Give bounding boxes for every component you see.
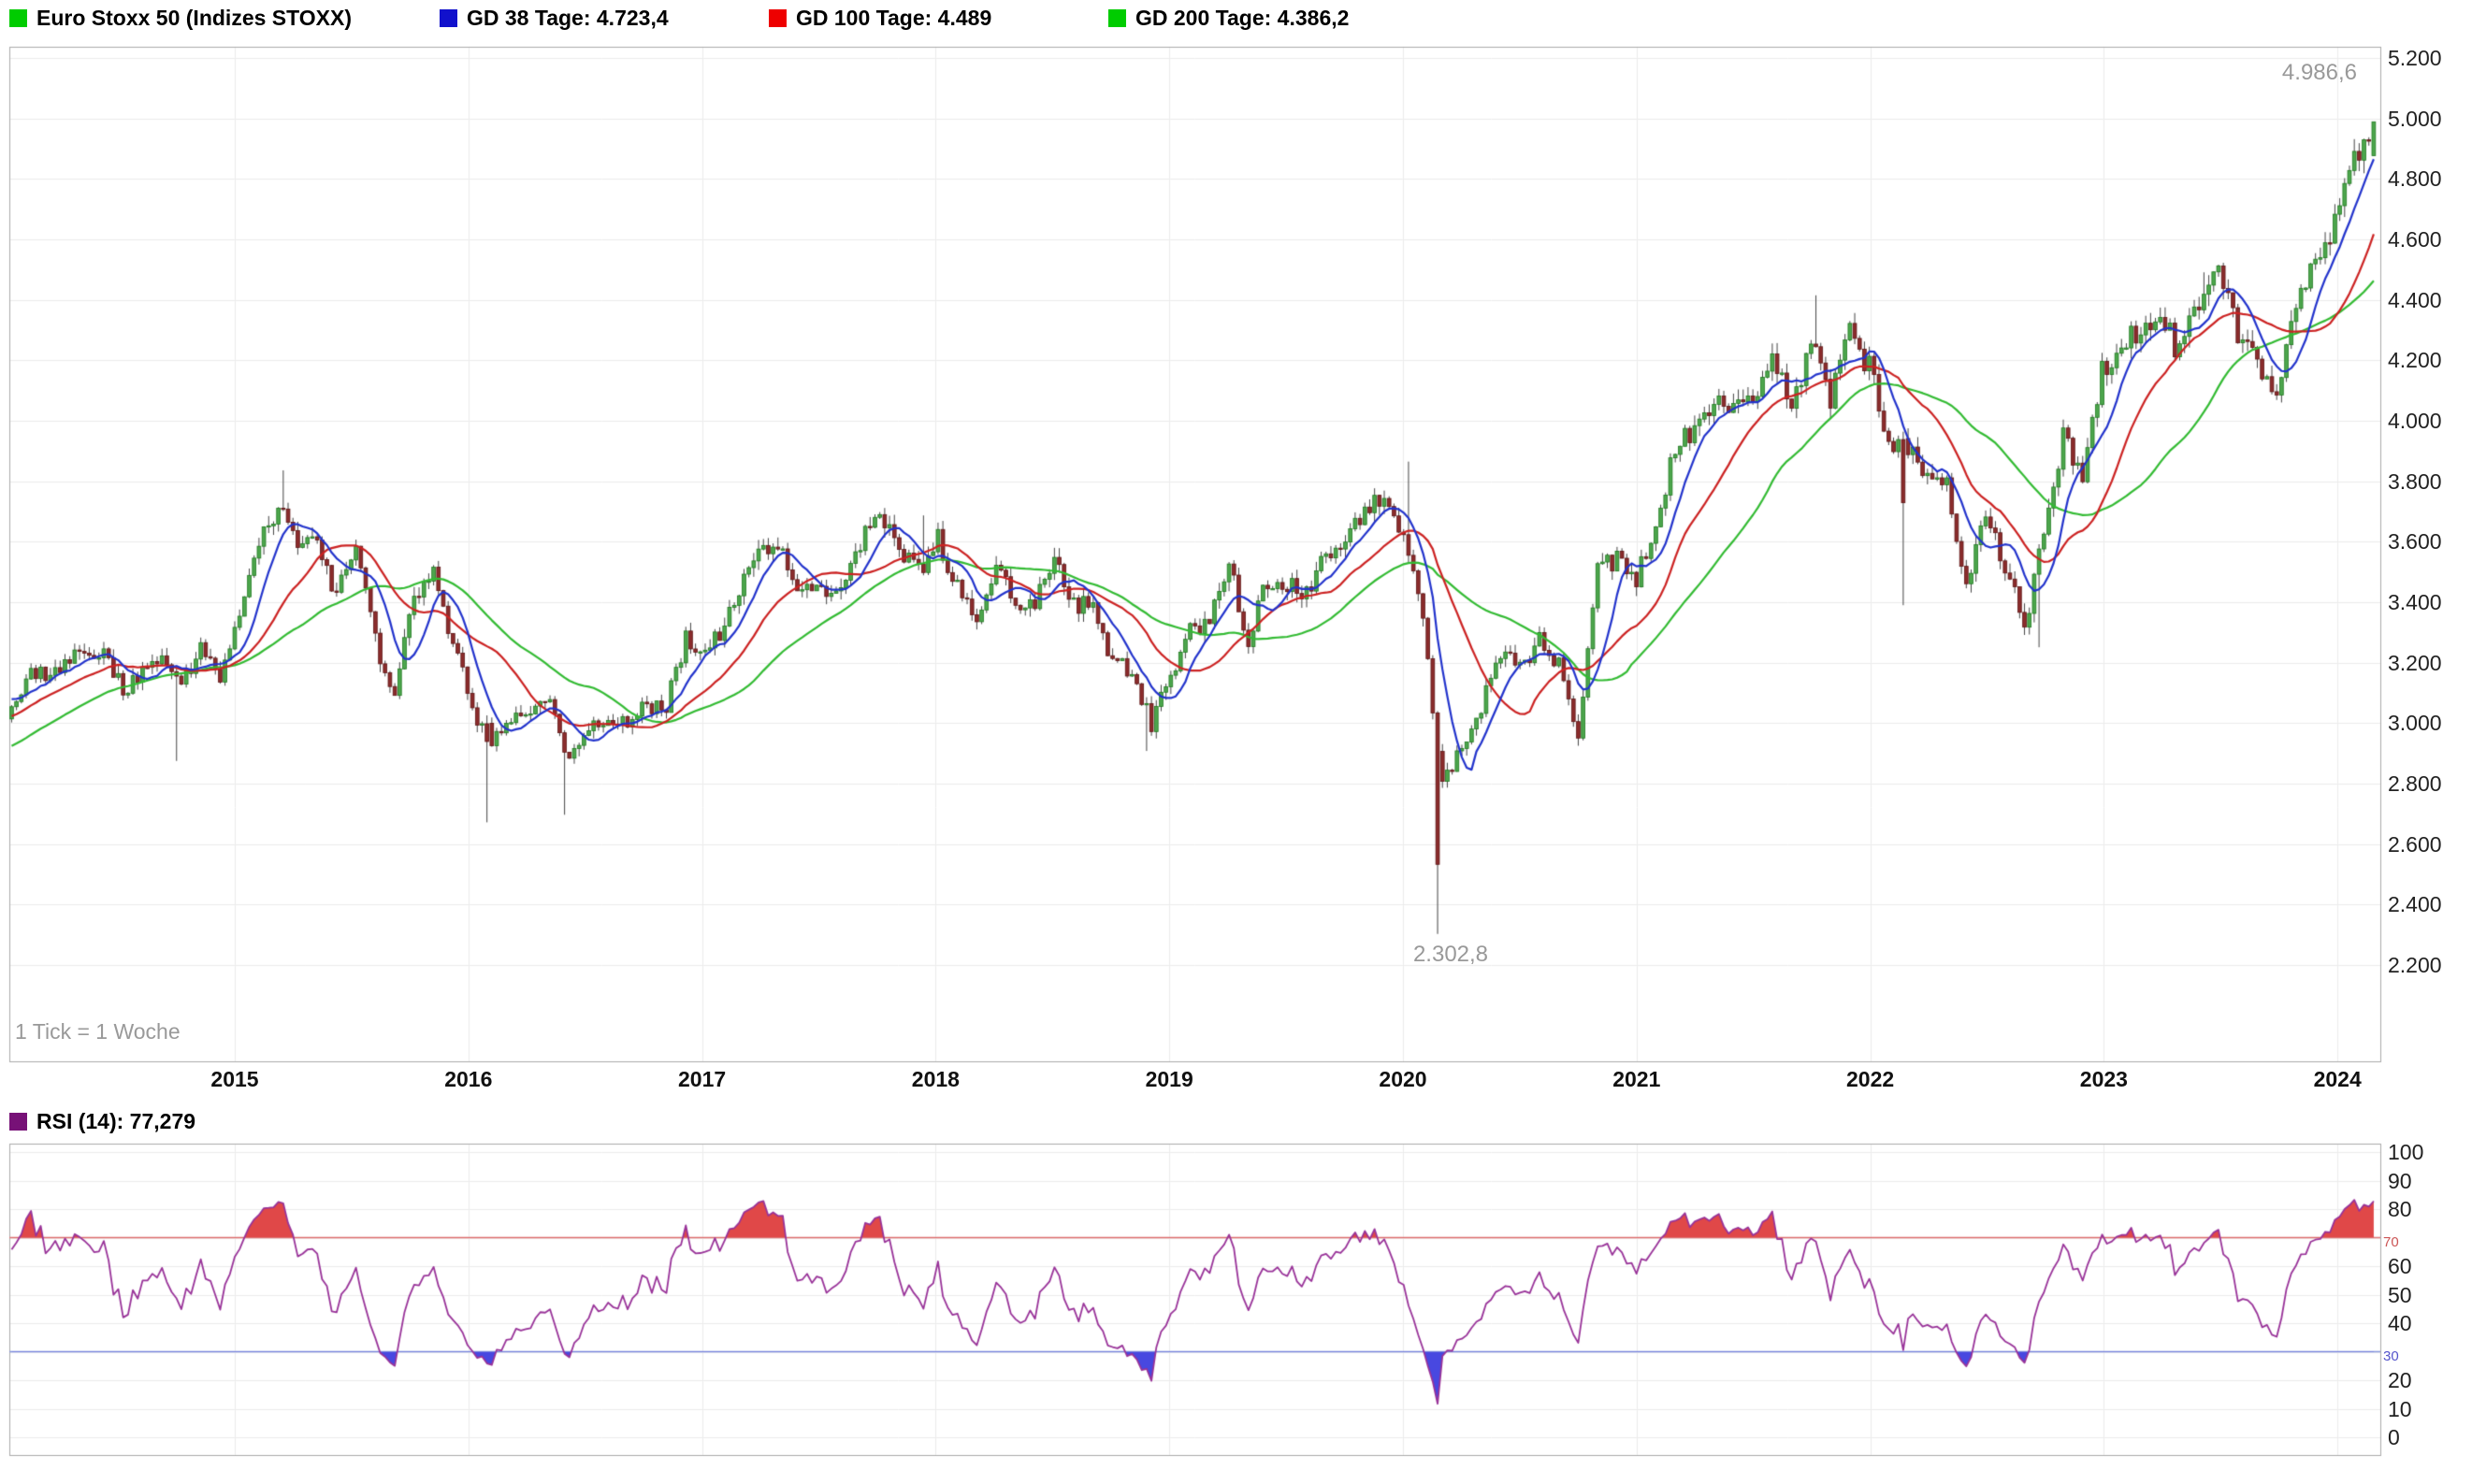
price-axis-label: 4.200 <box>2388 348 2442 373</box>
rsi-axis-label: 80 <box>2388 1197 2412 1221</box>
year-axis-label: 2018 <box>911 1067 960 1091</box>
gd200-label: GD 200 Tage: 4.386,2 <box>1135 6 1350 30</box>
price-axis-label: 3.800 <box>2388 468 2442 494</box>
price-axis-label: 4.000 <box>2388 409 2442 433</box>
gd100-label: GD 100 Tage: 4.489 <box>796 6 992 30</box>
gd200-swatch-icon <box>1108 9 1126 27</box>
price-axis-label: 3.000 <box>2388 711 2442 736</box>
price-axis-label: 3.200 <box>2388 650 2442 675</box>
year-axis-label: 2016 <box>444 1067 493 1091</box>
rsi-axis-label: 100 <box>2388 1140 2424 1164</box>
gd100-swatch-icon <box>769 9 787 27</box>
rsi-legend-item: RSI (14): 77,279 <box>9 1109 195 1134</box>
rsi-axis-label: 50 <box>2388 1282 2412 1307</box>
price-axis-label: 4.400 <box>2388 287 2442 312</box>
high-annotation: 4.986,6 <box>2281 60 2357 85</box>
year-axis-label: 2024 <box>2313 1067 2362 1091</box>
rsi-oversold-label: 30 <box>2383 1347 2399 1364</box>
price-axis-label: 2.600 <box>2388 831 2442 857</box>
rsi-swatch-icon <box>9 1113 27 1131</box>
price-axis-label: 5.200 <box>2388 46 2442 70</box>
price-axis-label: 2.400 <box>2388 892 2442 917</box>
price-axis-label: 4.800 <box>2388 166 2442 192</box>
price-axis-label: 3.400 <box>2388 590 2442 614</box>
rsi-axis-label: 20 <box>2388 1368 2412 1392</box>
year-axis-label: 2019 <box>1145 1067 1193 1091</box>
rsi-label: RSI (14): 77,279 <box>36 1109 196 1133</box>
year-axis-label: 2017 <box>678 1067 727 1091</box>
legend-item-price-series: Euro Stoxx 50 (Indizes STOXX) <box>9 6 352 31</box>
price-axis-label: 4.600 <box>2388 227 2442 252</box>
year-axis-label: 2021 <box>1612 1067 1661 1091</box>
rsi-axis-label: 40 <box>2388 1311 2412 1335</box>
year-axis-label: 2023 <box>2079 1067 2128 1091</box>
year-axis-label: 2015 <box>210 1067 259 1091</box>
rsi-overbought-label: 70 <box>2383 1233 2399 1250</box>
year-axis-label: 2022 <box>1846 1067 1895 1091</box>
price-axis-label: 2.800 <box>2388 771 2442 796</box>
gd38-label: GD 38 Tage: 4.723,4 <box>467 6 669 30</box>
gd38-swatch-icon <box>440 9 457 27</box>
price-axis-label: 5.000 <box>2388 106 2442 131</box>
price-axis-label: 2.200 <box>2388 953 2442 977</box>
low-annotation: 2.302,8 <box>1412 942 1489 967</box>
rsi-axis-label: 60 <box>2388 1254 2412 1278</box>
tick-interval-note: 1 Tick = 1 Woche <box>15 1019 181 1044</box>
legend-item-gd100: GD 100 Tage: 4.489 <box>769 6 991 31</box>
rsi-axis-label: 10 <box>2388 1396 2412 1421</box>
year-axis-label: 2020 <box>1379 1067 1427 1091</box>
legend-item-gd38: GD 38 Tage: 4.723,4 <box>440 6 669 31</box>
price-axis-label: 3.600 <box>2388 529 2442 555</box>
rsi-axis-label: 90 <box>2388 1168 2412 1193</box>
price-series-label: Euro Stoxx 50 (Indizes STOXX) <box>36 6 352 30</box>
rsi-axis-label: 0 <box>2388 1425 2400 1449</box>
legend-item-gd200: GD 200 Tage: 4.386,2 <box>1108 6 1349 31</box>
price-series-swatch-icon <box>9 9 27 27</box>
